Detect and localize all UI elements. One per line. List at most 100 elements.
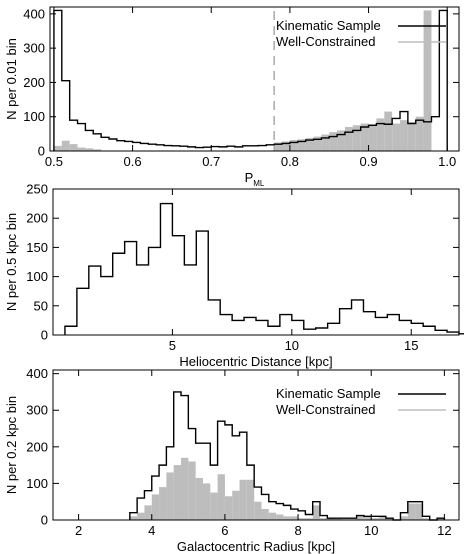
bar-well-constrained-low-4 <box>85 148 94 151</box>
x-tick-label: 4 <box>148 523 155 538</box>
x-tick-label: 0.6 <box>124 154 142 169</box>
x-tick-label: 8 <box>294 523 301 538</box>
bar-well-constrained-25 <box>312 505 321 520</box>
y-tick-label: 100 <box>26 269 48 284</box>
y-tick-label: 150 <box>26 240 48 255</box>
bar-well-constrained-17 <box>254 501 262 520</box>
y-tick-label: 300 <box>26 403 48 418</box>
legend-label: Kinematic Sample <box>276 18 381 33</box>
histogram-kinematic-sample <box>53 9 448 151</box>
x-tick-label: 6 <box>221 523 228 538</box>
bar-well-constrained-11 <box>360 123 369 151</box>
bar-well-constrained-1 <box>137 512 145 520</box>
bar-well-constrained-32 <box>363 517 372 520</box>
bar-well-constrained-4 <box>159 487 167 520</box>
bar-well-constrained-28 <box>334 518 342 520</box>
bar-well-constrained-5 <box>313 136 322 151</box>
bar-well-constrained-low-5 <box>93 149 102 151</box>
bar-well-constrained-1 <box>282 141 290 151</box>
y-tick-label: 200 <box>23 75 45 90</box>
bar-well-constrained-12 <box>217 474 225 520</box>
bar-well-constrained-14 <box>384 111 393 151</box>
legend-label: Well-Constrained <box>276 34 375 49</box>
bar-well-constrained-10 <box>352 125 361 151</box>
legend-label: Well-Constrained <box>276 402 375 417</box>
bar-well-constrained-26 <box>320 518 328 520</box>
y-tick-label: 50 <box>34 298 48 313</box>
bar-well-constrained-17 <box>407 121 416 151</box>
legend-label: Kinematic Sample <box>276 386 381 401</box>
bar-well-constrained-7 <box>181 457 189 520</box>
x-tick-label: 0.9 <box>360 154 378 169</box>
bar-well-constrained-5 <box>166 472 174 520</box>
y-tick-label: 300 <box>23 41 45 56</box>
bar-well-constrained-40 <box>422 518 430 520</box>
bar-well-constrained-6 <box>173 465 182 520</box>
bar-well-constrained-low-1 <box>61 140 70 151</box>
plot-frame <box>49 6 460 152</box>
bar-well-constrained-11 <box>210 492 218 520</box>
bar-well-constrained-low-2 <box>69 144 78 151</box>
y-tick-label: 100 <box>26 476 48 491</box>
x-axis-label: Galactocentric Radius [kpc] <box>177 539 335 554</box>
chart-panel-1: 0.5 0.6 0.7 0.8 0.9 1.0 0 100 200 300 400 PML N per … <box>4 6 460 188</box>
bar-well-constrained-27 <box>327 518 335 520</box>
bar-well-constrained-2 <box>144 505 152 520</box>
bar-well-constrained-3 <box>151 494 160 520</box>
bar-well-constrained-42 <box>437 518 445 520</box>
x-tick-label: 10 <box>285 338 299 353</box>
bar-well-constrained-3 <box>297 139 306 151</box>
plot-frame <box>52 369 460 521</box>
bar-well-constrained-15 <box>239 479 247 520</box>
x-tick-label: 12 <box>437 523 451 538</box>
bar-well-constrained-0 <box>274 142 283 151</box>
bar-well-constrained-16 <box>246 479 255 520</box>
x-tick-label: 1.0 <box>438 154 456 169</box>
y-tick-label: 100 <box>23 109 45 124</box>
y-axis-label: N per 0.5 kpc bin <box>4 213 19 311</box>
bar-well-constrained-13 <box>224 496 233 520</box>
bar-well-constrained-19 <box>423 10 432 151</box>
bar-well-constrained-8 <box>337 130 345 151</box>
bar-well-constrained-0 <box>129 516 138 520</box>
bar-well-constrained-37 <box>400 516 408 520</box>
bar-well-constrained-low-3 <box>77 147 86 151</box>
x-axis-label: Heliocentric Distance [kpc] <box>179 354 332 369</box>
y-tick-label: 200 <box>26 211 48 226</box>
chart-panel-3: 2 4 6 8 10 12 0 100 200 300 400 Galactocentric Radi… <box>4 366 460 554</box>
bar-well-constrained-31 <box>356 516 364 520</box>
bar-well-constrained-9 <box>344 127 353 151</box>
y-tick-label: 0 <box>41 513 48 528</box>
bar-well-constrained-18 <box>261 509 269 520</box>
bar-well-constrained-low-0 <box>53 145 62 151</box>
bar-well-constrained-13 <box>376 118 385 151</box>
x-tick-label: 2 <box>75 523 82 538</box>
x-tick-label: 0.5 <box>45 154 63 169</box>
y-tick-label: 0 <box>41 328 48 343</box>
y-tick-label: 250 <box>26 182 48 197</box>
x-tick-label: 10 <box>364 523 378 538</box>
bar-well-constrained-24 <box>305 518 313 520</box>
bar-well-constrained-38 <box>407 503 416 520</box>
y-tick-label: 0 <box>38 144 45 159</box>
y-axis-label: N per 0.2 kpc bin <box>4 396 19 494</box>
bar-well-constrained-20 <box>276 514 284 520</box>
plot-frame <box>52 188 460 336</box>
x-axis-label-subscript: ML <box>253 179 265 188</box>
bar-well-constrained-15 <box>392 123 401 151</box>
bar-well-constrained-21 <box>283 516 291 520</box>
bar-well-constrained-39 <box>415 503 423 520</box>
x-tick-label: 15 <box>404 338 418 353</box>
bar-well-constrained-14 <box>232 490 240 520</box>
bar-well-constrained-23 <box>298 518 306 520</box>
bar-well-constrained-9 <box>195 477 203 520</box>
bar-well-constrained-35 <box>385 518 394 520</box>
y-tick-label: 400 <box>23 6 45 21</box>
bar-well-constrained-8 <box>188 461 196 520</box>
bar-well-constrained-4 <box>305 137 314 151</box>
histogram-kinematic-sample <box>129 391 446 521</box>
bar-well-constrained-2 <box>289 140 298 151</box>
bar-well-constrained-22 <box>290 516 299 520</box>
